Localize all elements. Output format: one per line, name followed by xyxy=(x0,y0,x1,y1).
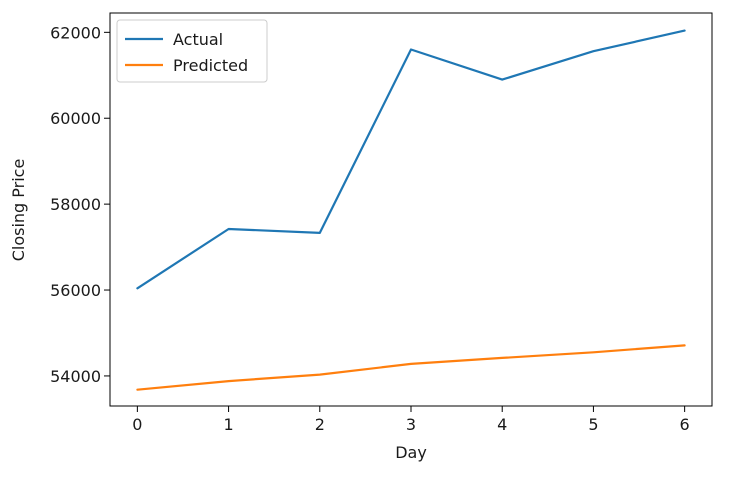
legend-box xyxy=(116,19,268,83)
y-tick-label: 56000 xyxy=(50,281,101,300)
series-line-actual xyxy=(136,29,686,290)
x-axis-title: Day xyxy=(395,443,427,462)
x-tick-label: 0 xyxy=(132,415,142,434)
legend-label-actual: Actual xyxy=(173,30,223,49)
series-layer xyxy=(136,29,686,391)
legend: Actual Predicted xyxy=(116,19,268,83)
x-tick-label: 5 xyxy=(588,415,598,434)
y-axis-title: Closing Price xyxy=(9,159,28,262)
y-tick-label: 60000 xyxy=(50,109,101,128)
x-tick-label: 4 xyxy=(497,415,507,434)
y-axis-ticks: 54000 56000 58000 60000 62000 xyxy=(50,23,110,386)
y-tick-label: 58000 xyxy=(50,195,101,214)
y-tick-label: 54000 xyxy=(50,367,101,386)
y-tick-label: 62000 xyxy=(50,23,101,42)
legend-label-predicted: Predicted xyxy=(173,56,248,75)
series-line-predicted xyxy=(136,344,686,391)
x-axis-ticks: 0 1 2 3 4 5 6 xyxy=(132,406,690,434)
x-tick-label: 2 xyxy=(315,415,325,434)
x-tick-label: 1 xyxy=(223,415,233,434)
x-tick-label: 6 xyxy=(680,415,690,434)
x-tick-label: 3 xyxy=(406,415,416,434)
